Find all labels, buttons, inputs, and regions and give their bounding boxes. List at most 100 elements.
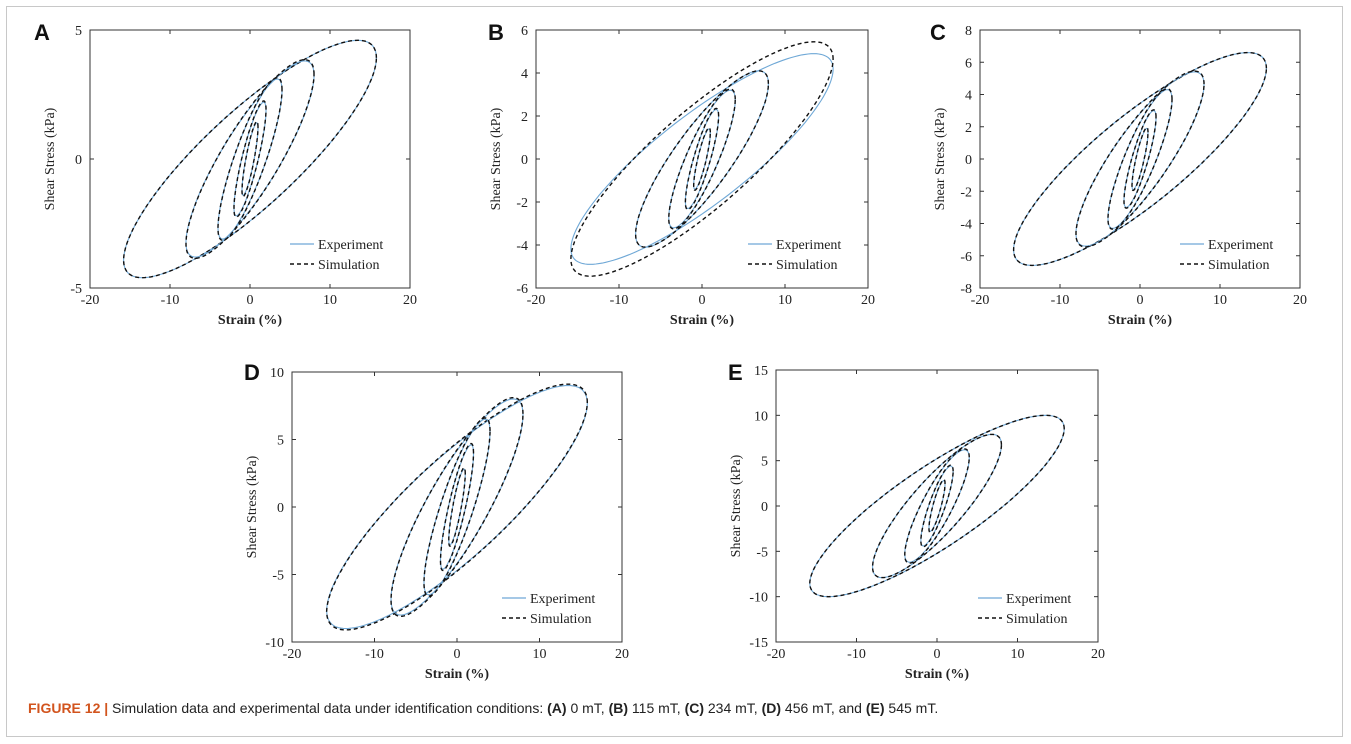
experiment-loop (684, 109, 720, 209)
legend-simulation-label: Simulation (1006, 612, 1067, 627)
y-tick-label: 6 (965, 56, 972, 71)
legend-experiment-label: Experiment (1208, 238, 1273, 253)
simulation-loop (570, 41, 834, 277)
legend: Experiment Simulation (978, 592, 1071, 627)
legend: Experiment Simulation (290, 238, 383, 273)
x-tick-label: -20 (971, 293, 990, 308)
x-tick-label: 20 (1091, 647, 1105, 662)
x-tick-label: 20 (1293, 293, 1307, 308)
y-tick-label: 4 (965, 89, 972, 104)
simulation-loop (693, 127, 711, 191)
simulation-loop (217, 76, 283, 242)
simulation-loop (928, 479, 946, 533)
experiment-loop (668, 89, 736, 229)
caption-letter-e: (E) (865, 700, 885, 716)
y-tick-label: -4 (516, 239, 528, 254)
simulation-loop (325, 383, 589, 631)
experiment-loop (217, 78, 283, 240)
x-tick-label: 10 (533, 647, 547, 662)
panel-letter-c: C (930, 20, 946, 45)
simulation-loop (809, 414, 1065, 598)
y-axis-label: Shear Stress (kPa) (933, 107, 948, 210)
experiment-loop (423, 418, 491, 596)
experiment-loop (809, 414, 1065, 598)
experiment-loop (1107, 89, 1173, 229)
legend-simulation-label: Simulation (530, 612, 591, 627)
x-tick-label: 10 (1213, 293, 1227, 308)
experiment-loop (1075, 71, 1205, 247)
panel-letter-a: A (34, 20, 50, 45)
y-tick-label: 0 (75, 153, 82, 168)
x-tick-label: -20 (527, 293, 546, 308)
x-tick-label: 20 (861, 293, 875, 308)
x-tick-label: 10 (1011, 647, 1025, 662)
experiment-loop (448, 468, 466, 546)
experiment-loop (1013, 52, 1267, 266)
x-tick-label: -20 (767, 647, 786, 662)
y-tick-label: -2 (960, 185, 972, 200)
y-axis-label: Shear Stress (kPa) (729, 454, 744, 557)
caption-text: Simulation data and experimental data un… (108, 700, 548, 716)
simulation-loop (439, 442, 475, 572)
simulation-loop (185, 59, 315, 259)
simulation-loop (920, 464, 954, 548)
legend-experiment-label: Experiment (530, 592, 595, 607)
legend: Experiment Simulation (502, 592, 595, 627)
x-tick-label: 20 (615, 647, 629, 662)
y-tick-label: -10 (749, 591, 768, 606)
x-tick-label: -10 (847, 647, 866, 662)
x-tick-label: -10 (365, 647, 384, 662)
y-tick-label: -15 (749, 636, 768, 651)
experiment-loop (904, 449, 970, 563)
experiment-loop (233, 101, 267, 217)
y-tick-label: 5 (761, 455, 768, 470)
chart-panel-a: A -20 -10 0 10 20 -5 0 5 Strain (%) Shear Stress (… (34, 20, 417, 328)
experiment-loop (570, 53, 834, 265)
x-axis-label: Strain (%) (1108, 313, 1173, 328)
y-tick-label: -2 (516, 196, 528, 211)
experiment-loop (390, 398, 524, 616)
x-tick-label: -10 (610, 293, 629, 308)
simulation-loop (684, 107, 720, 211)
simulation-loop (1131, 126, 1149, 192)
simulation-loop (233, 100, 267, 218)
experiment-loop (1123, 110, 1157, 208)
simulation-loop (241, 120, 259, 198)
simulation-loop (423, 417, 491, 597)
y-tick-label: -5 (756, 545, 768, 560)
simulation-loop (668, 88, 736, 230)
x-tick-label: 0 (1137, 293, 1144, 308)
y-tick-label: 5 (75, 24, 82, 39)
y-tick-label: 0 (521, 153, 528, 168)
y-tick-label: -5 (70, 282, 82, 297)
simulation-loop (448, 467, 467, 547)
experiment-loop (693, 128, 711, 190)
experiment-loop (123, 39, 377, 279)
caption-value-d: 456 mT, and (781, 700, 866, 716)
y-tick-label: 15 (754, 364, 768, 379)
x-tick-label: 0 (934, 647, 941, 662)
y-axis-label: Shear Stress (kPa) (43, 107, 58, 210)
y-tick-label: 2 (521, 110, 528, 125)
y-tick-label: -5 (272, 569, 284, 584)
simulation-loop (1123, 109, 1157, 209)
caption-value-a: 0 mT, (566, 700, 609, 716)
caption-letter-c: (C) (684, 700, 704, 716)
legend-simulation-label: Simulation (1208, 258, 1269, 273)
caption-letter-d: (D) (761, 700, 782, 716)
legend-experiment-label: Experiment (318, 238, 383, 253)
y-tick-label: 6 (521, 24, 528, 39)
caption-letter-a: (A) (547, 700, 567, 716)
x-tick-label: 10 (323, 293, 337, 308)
y-tick-label: -10 (265, 636, 284, 651)
x-tick-label: 20 (403, 293, 417, 308)
x-axis-label: Strain (%) (670, 313, 735, 328)
legend-simulation-label: Simulation (318, 258, 379, 273)
legend: Experiment Simulation (748, 238, 841, 273)
y-tick-label: 2 (965, 121, 972, 136)
x-tick-label: 10 (778, 293, 792, 308)
experiment-loop (241, 122, 259, 196)
y-tick-label: -8 (960, 282, 972, 297)
